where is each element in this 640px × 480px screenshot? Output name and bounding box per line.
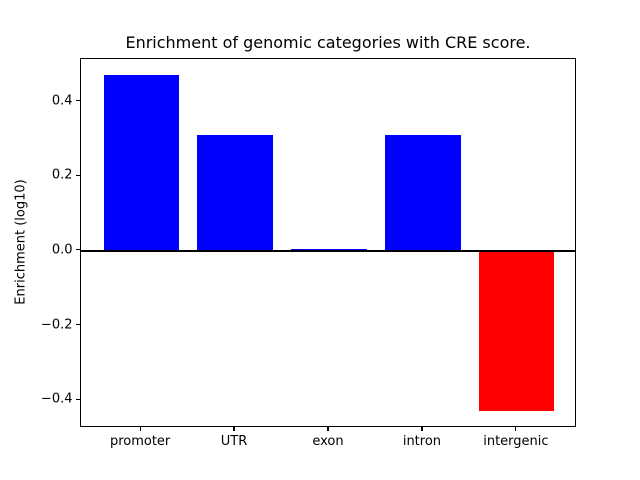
x-tick-label-exon: exon <box>312 434 344 450</box>
x-tick-label-intergenic: intergenic <box>483 434 549 450</box>
x-tick-mark <box>515 427 517 432</box>
plot-area <box>80 57 576 428</box>
bar-intergenic <box>479 250 555 412</box>
y-tick-label: 0.4 <box>51 93 73 109</box>
zero-line <box>81 249 575 252</box>
x-tick-mark <box>233 427 235 432</box>
bar-UTR <box>197 135 273 251</box>
y-tick-label: 0.0 <box>51 242 73 258</box>
y-axis-label: Enrichment (log10) <box>13 179 29 305</box>
bar-promoter <box>103 75 179 251</box>
y-tick-mark <box>76 249 80 251</box>
x-tick-mark <box>327 427 329 432</box>
y-tick-mark <box>76 398 80 400</box>
x-tick-label-promoter: promoter <box>109 434 171 450</box>
x-tick-label-intron: intron <box>402 434 442 450</box>
y-tick-label: 0.2 <box>51 167 73 183</box>
y-tick-label: −0.4 <box>40 391 73 407</box>
x-tick-mark <box>139 427 141 432</box>
bar-intron <box>385 135 461 251</box>
x-tick-mark <box>421 427 423 432</box>
chart-title: Enrichment of genomic categories with CR… <box>125 33 531 52</box>
y-tick-mark <box>76 99 80 102</box>
y-tick-label: −0.2 <box>40 317 73 333</box>
x-tick-label-UTR: UTR <box>220 434 248 450</box>
y-tick-mark <box>76 174 80 176</box>
y-tick-mark <box>76 323 80 326</box>
